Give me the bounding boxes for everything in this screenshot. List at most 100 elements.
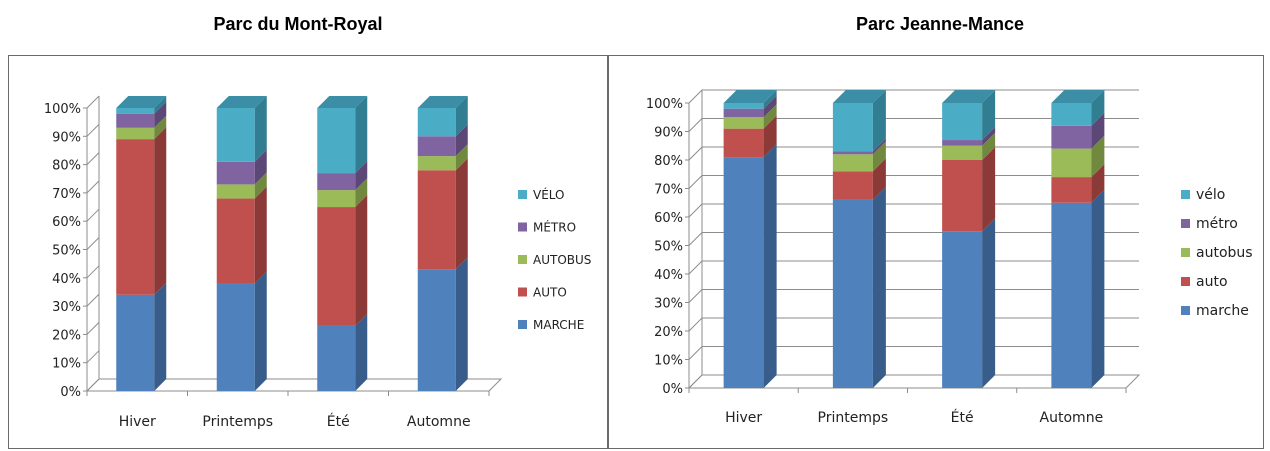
bar-side [1091, 112, 1105, 149]
bar-front [116, 108, 155, 114]
y-tick-label: 40% [52, 272, 81, 287]
bar-side [982, 147, 996, 232]
bar-segment-autobus [216, 172, 267, 199]
bar-segment-autobus [723, 104, 777, 129]
bar-side [154, 282, 167, 391]
legend-label: MARCHE [533, 318, 584, 332]
legend-swatch [1181, 190, 1190, 199]
bar-segment-marche [723, 144, 777, 388]
x-tick-label: Automne [1040, 410, 1104, 426]
x-tick-label: Printemps [202, 414, 273, 430]
bar-side [355, 161, 368, 191]
bar-segment-métro [723, 95, 777, 118]
bar-side [154, 115, 167, 140]
bar-front [417, 136, 456, 157]
bar-front [216, 108, 255, 162]
bar-front [942, 140, 983, 146]
axis-wall-tick [86, 95, 100, 109]
bar-side [355, 195, 368, 326]
bar-segment-métro [417, 124, 468, 157]
bar-front [832, 154, 873, 172]
bar-side [254, 186, 267, 284]
bar-segment-autobus [942, 132, 996, 160]
y-tick-label: 100% [44, 102, 81, 117]
bar-side [154, 127, 167, 295]
bar-segment-auto [116, 127, 167, 295]
bar-side [872, 186, 886, 388]
bar-front [832, 171, 873, 200]
bar-segment-marche [832, 186, 886, 388]
bar-segment-métro [832, 138, 886, 155]
y-tick-label: 10% [654, 354, 683, 369]
bar-side [455, 96, 468, 137]
legend-swatch [518, 190, 527, 199]
bar-side [872, 141, 886, 172]
y-tick-label: 70% [52, 187, 81, 202]
bar-front [723, 128, 764, 158]
bar-segment-vélo [1051, 90, 1105, 126]
axis-wall-tick [86, 180, 100, 194]
legend-label: auto [1196, 274, 1228, 290]
legend-label: marche [1196, 303, 1249, 319]
bar-side [982, 132, 996, 160]
bar-front [1051, 202, 1092, 388]
chart-mont-royal: 0% 10% 20% 30% 40% 50% 60% 70% 80% 90% 100% Hiver Pr… [44, 95, 591, 430]
y-tick-label: 50% [654, 240, 683, 255]
legend-label: métro [1196, 216, 1238, 232]
bar-front [116, 294, 155, 391]
bar-side [254, 149, 267, 185]
bar-front [317, 325, 356, 391]
bar-top [317, 96, 368, 108]
bar-front [216, 283, 255, 391]
bar-side [254, 172, 267, 199]
bar-front [417, 170, 456, 270]
bar-segment-auto [832, 158, 886, 200]
y-tick-label: 60% [52, 215, 81, 230]
bar-segment-métro [317, 161, 368, 191]
bar-segment-auto [216, 186, 267, 284]
bar-front [1051, 148, 1092, 178]
bar-side [763, 95, 777, 118]
bar-side [455, 257, 468, 391]
bar-front [1051, 125, 1092, 149]
bar-top [216, 96, 267, 108]
bar-front [942, 103, 983, 141]
bar-segment-vélo [417, 96, 468, 137]
y-tick-label: 20% [52, 328, 81, 343]
bar-front [832, 199, 873, 388]
bar-side [872, 158, 886, 200]
bar-side [1091, 90, 1105, 126]
bar-front [417, 156, 456, 171]
x-tick-label: Été [951, 409, 974, 426]
axis-wall-tick [86, 208, 100, 222]
bar-segment-métro [942, 127, 996, 146]
y-tick-label: 10% [52, 357, 81, 372]
x-tick-label: Automne [407, 414, 471, 430]
y-tick-label: 100% [646, 97, 683, 112]
y-tick-label: 90% [654, 126, 683, 141]
bar-front [723, 108, 764, 118]
legend-label: VÉLO [533, 187, 565, 202]
bar-top [832, 90, 886, 103]
bar-front [317, 207, 356, 326]
bar-segment-marche [116, 282, 167, 391]
y-tick-label: 0% [60, 385, 81, 400]
x-tick-label: Printemps [818, 410, 889, 426]
bar-top [723, 90, 777, 103]
bar-segment-marche [317, 313, 368, 391]
y-tick-label: 50% [52, 244, 81, 259]
bar-front [216, 161, 255, 185]
bar-side [455, 144, 468, 171]
bar-front [832, 103, 873, 152]
bar-side [763, 90, 777, 109]
bar-side [1091, 164, 1105, 203]
bar-side [1091, 189, 1105, 388]
axis-wall-tick [86, 152, 100, 165]
bar-segment-vélo [723, 90, 777, 109]
bar-front [417, 108, 456, 137]
bar-top [417, 96, 468, 108]
y-tick-label: 30% [52, 300, 81, 315]
bar-side [455, 124, 468, 157]
bar-side [763, 144, 777, 388]
bar-segment-autobus [116, 115, 167, 140]
